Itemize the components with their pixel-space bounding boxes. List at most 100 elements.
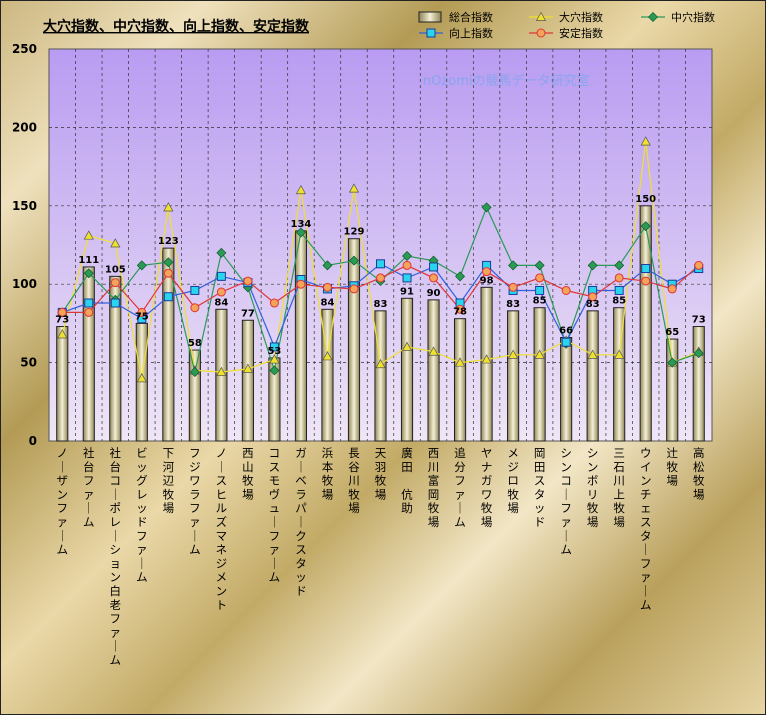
series-4-point — [137, 307, 147, 317]
series-3-point — [402, 273, 412, 283]
series-3-point — [614, 285, 624, 295]
series-4-point — [482, 267, 492, 277]
x-tick-label: 社台コ｜ポレ｜ション白老ファ｜ム — [110, 446, 122, 667]
series-1-point — [614, 349, 625, 359]
series-2-point — [322, 260, 333, 271]
series-2-point — [402, 250, 413, 261]
series-4-point — [508, 282, 518, 292]
series-4-point — [694, 260, 704, 270]
series-2-point — [587, 260, 598, 271]
bar-value-label: 58 — [188, 338, 202, 349]
bar-19 — [533, 307, 546, 442]
bar-value-label: 53 — [267, 346, 281, 357]
series-1-point — [242, 363, 253, 373]
series-2-point — [216, 247, 227, 258]
series-2-point — [508, 260, 519, 271]
x-tick-label: 長谷川牧場 — [348, 446, 360, 515]
bar-14 — [400, 297, 414, 442]
y-tick-label: 100 — [12, 277, 37, 291]
bar-value-label: 123 — [158, 236, 179, 247]
bar-value-label: 150 — [635, 194, 656, 205]
bar-value-label: 83 — [374, 299, 388, 310]
bar-24 — [666, 338, 679, 442]
series-1-point — [587, 349, 598, 359]
x-tick-label: 社台ファ｜ム — [83, 446, 95, 529]
bar-21 — [586, 310, 599, 442]
series-1-point — [401, 341, 413, 351]
x-tick-label: 下河辺牧場 — [163, 446, 175, 515]
legend-marker-2 — [535, 11, 547, 21]
bar-value-label: 105 — [105, 264, 126, 275]
bar-value-label: 73 — [692, 315, 706, 326]
series-1-point — [110, 238, 121, 248]
series-1-point — [428, 346, 439, 356]
series-2-point — [481, 202, 492, 213]
series-3-point — [190, 285, 200, 295]
x-tick-label: シンボリ牧場 — [587, 446, 599, 529]
bar-25 — [692, 326, 705, 442]
legend-swatch-1 — [418, 11, 442, 23]
series-3-point — [535, 285, 545, 295]
bar-value-label: 65 — [665, 327, 679, 338]
bar-value-label: 91 — [400, 286, 414, 297]
series-1-point — [216, 366, 227, 376]
y-tick-label: 50 — [20, 356, 37, 370]
bar-value-label: 75 — [135, 311, 149, 322]
series-3-point — [110, 298, 120, 308]
series-4-point — [402, 260, 412, 270]
bar-value-label: 83 — [586, 299, 600, 310]
series-1-point — [269, 354, 280, 364]
series-1-point — [57, 329, 68, 339]
x-tick-label: 浜本牧場 — [322, 446, 334, 501]
bar-22 — [613, 307, 626, 442]
legend-marker-4 — [426, 28, 436, 38]
series-3-point — [163, 292, 173, 302]
series-1-point — [454, 357, 466, 367]
x-tick-label: コスモヴュ｜ファ｜ム — [269, 446, 281, 584]
chart-title: 大穴指数、中穴指数、向上指数、安定指数 — [43, 18, 310, 35]
series-1-point — [295, 184, 307, 195]
series-2-point — [189, 367, 200, 378]
series-1-point — [481, 354, 492, 364]
x-tick-label: ノ｜スヒルズマネジメント — [216, 446, 228, 612]
series-2-point — [534, 260, 545, 271]
bar-value-label: 66 — [559, 326, 573, 337]
bar-value-label: 84 — [214, 297, 228, 308]
bar-value-label: 83 — [506, 299, 520, 310]
bar-17 — [480, 286, 493, 442]
series-3-point — [84, 298, 94, 308]
x-tick-label: 廣田 伉助 — [401, 446, 413, 515]
bar-2 — [82, 266, 95, 442]
series-4-point — [296, 279, 306, 289]
y-tick-label: 250 — [12, 42, 37, 56]
series-2-point — [667, 357, 678, 368]
bar-1 — [56, 326, 69, 442]
bar-value-label: 90 — [427, 288, 441, 299]
series-1-point — [136, 373, 147, 383]
series-2-point — [136, 260, 147, 271]
x-tick-label: 天羽牧場 — [375, 446, 387, 501]
bar-value-label: 84 — [320, 297, 334, 308]
series-4-point — [110, 278, 120, 288]
legend-label-2: 大穴指数 — [559, 10, 603, 24]
series-4-point — [641, 276, 651, 286]
x-tick-label: 辻牧場 — [666, 446, 678, 488]
series-4-point — [57, 307, 67, 317]
bar-6 — [188, 349, 201, 442]
series-4-point — [322, 282, 332, 292]
bar-23 — [639, 205, 652, 442]
series-4-point — [561, 285, 571, 295]
x-tick-label: 三石川上牧場 — [613, 446, 625, 529]
y-tick-label: 200 — [12, 120, 37, 134]
legend-label-5: 安定指数 — [559, 26, 603, 40]
series-2-point — [295, 227, 306, 238]
series-4-point — [376, 273, 385, 283]
series-2-point — [455, 271, 466, 282]
series-2-point — [163, 257, 174, 268]
bar-value-label: 85 — [612, 296, 626, 307]
series-1-point — [640, 136, 651, 146]
x-tick-label: 追分ファ｜ム — [454, 446, 466, 529]
series-2-point — [269, 365, 280, 376]
